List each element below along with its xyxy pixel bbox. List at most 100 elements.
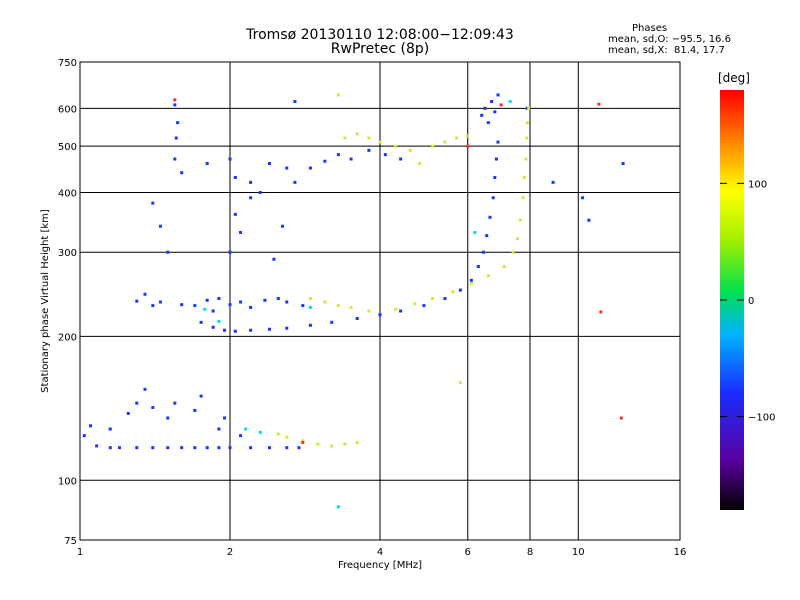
- grid-lines: [80, 62, 680, 540]
- data-points: [82, 93, 625, 509]
- y-tick-label: 100: [58, 476, 77, 487]
- data-point: [355, 132, 359, 136]
- x-tick-label: 8: [527, 547, 533, 558]
- x-tick-label: 16: [674, 547, 687, 558]
- data-point: [443, 140, 447, 144]
- data-point: [173, 103, 177, 107]
- data-point: [343, 136, 347, 140]
- data-point: [443, 297, 447, 301]
- data-point: [515, 237, 519, 241]
- x-tick-label: 1: [77, 547, 83, 558]
- data-point: [483, 106, 487, 110]
- data-point: [485, 234, 489, 238]
- data-point: [239, 230, 243, 234]
- data-point: [336, 304, 340, 308]
- data-point: [394, 307, 398, 311]
- data-point: [308, 166, 312, 170]
- data-point: [621, 161, 625, 165]
- data-point: [267, 446, 271, 450]
- data-point: [308, 323, 312, 327]
- data-point: [272, 257, 276, 261]
- data-point: [458, 288, 462, 292]
- data-point: [180, 446, 184, 450]
- data-point: [349, 157, 353, 161]
- y-tick-label: 500: [58, 142, 77, 153]
- data-point: [239, 300, 243, 304]
- data-point: [173, 401, 177, 405]
- data-point: [336, 93, 340, 97]
- data-point: [336, 505, 340, 509]
- data-point: [469, 278, 473, 282]
- data-point: [394, 144, 398, 148]
- x-tick-label: 2: [227, 547, 233, 558]
- data-point: [297, 446, 301, 450]
- data-point: [458, 381, 462, 385]
- data-point: [476, 265, 480, 269]
- data-point: [496, 93, 500, 97]
- data-point: [267, 161, 271, 165]
- data-point: [117, 446, 121, 450]
- data-point: [205, 161, 209, 165]
- data-point: [323, 300, 327, 304]
- data-point: [285, 300, 289, 304]
- data-point: [173, 98, 177, 102]
- data-point: [301, 439, 305, 443]
- data-point: [158, 300, 162, 304]
- data-point: [413, 302, 417, 306]
- data-point: [285, 166, 289, 170]
- data-point: [293, 100, 297, 104]
- x-tick-label: 4: [377, 547, 383, 558]
- data-point: [451, 290, 455, 294]
- data-point: [285, 446, 289, 450]
- data-point: [502, 265, 506, 269]
- data-point: [199, 320, 203, 324]
- x-tick-label: 6: [465, 547, 471, 558]
- y-axis-ticks: 75 100 200 300 400 500 600 750: [58, 58, 77, 547]
- y-tick-label: 600: [58, 104, 77, 115]
- data-point: [143, 292, 147, 296]
- data-point: [217, 319, 221, 323]
- data-point: [193, 304, 197, 308]
- data-point: [258, 190, 262, 194]
- y-tick-label: 400: [58, 188, 77, 199]
- data-point: [151, 201, 155, 205]
- data-point: [581, 196, 585, 200]
- data-point: [89, 424, 93, 428]
- data-point: [285, 326, 289, 330]
- data-point: [95, 444, 99, 448]
- data-point: [527, 106, 531, 110]
- data-point: [491, 196, 495, 200]
- data-point: [108, 427, 112, 431]
- data-point: [199, 394, 203, 398]
- data-point: [511, 250, 515, 254]
- data-point: [524, 157, 528, 161]
- data-point: [355, 440, 359, 444]
- data-point: [180, 171, 184, 175]
- data-point: [166, 416, 170, 420]
- data-point: [249, 180, 253, 184]
- data-point: [355, 316, 359, 320]
- data-point: [466, 134, 470, 138]
- data-point: [267, 327, 271, 331]
- data-point: [249, 305, 253, 309]
- data-point: [233, 329, 237, 333]
- colorbar-tick-label: 0: [748, 296, 754, 307]
- data-point: [481, 250, 485, 254]
- data-point: [249, 196, 253, 200]
- data-point: [228, 157, 232, 161]
- data-point: [205, 298, 209, 302]
- x-axis-ticks: 1 2 4 6 8 10 16: [77, 547, 687, 558]
- data-point: [367, 136, 371, 140]
- colorbar-tick-label: 100: [748, 179, 767, 190]
- x-tick-label: 10: [572, 547, 585, 558]
- data-point: [301, 440, 305, 444]
- colorbar-tick-label: −100: [748, 413, 775, 424]
- plot-frame: [79, 61, 681, 541]
- data-point: [525, 121, 529, 125]
- data-point: [480, 113, 484, 117]
- data-point: [180, 303, 184, 307]
- data-point: [276, 297, 280, 301]
- data-point: [151, 446, 155, 450]
- y-tick-label: 75: [64, 536, 77, 547]
- data-point: [135, 446, 139, 450]
